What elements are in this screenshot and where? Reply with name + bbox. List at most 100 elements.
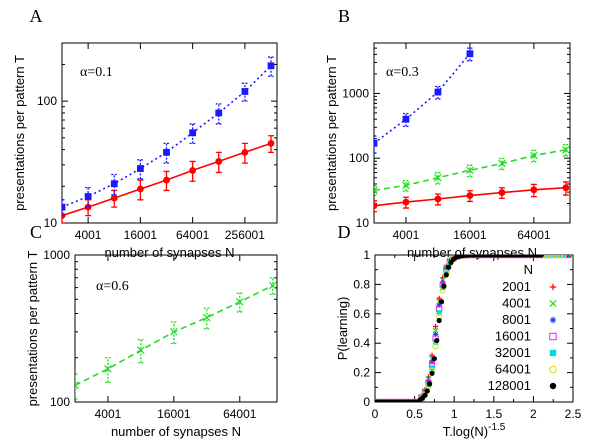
data-point bbox=[443, 268, 449, 275]
series-1 bbox=[374, 143, 570, 196]
series-0 bbox=[374, 181, 570, 213]
error-bar bbox=[62, 199, 65, 217]
y-tick-label: 100 bbox=[37, 94, 57, 108]
alpha-annotation: α=0.3 bbox=[386, 65, 419, 80]
x-tick-label: 4001 bbox=[95, 407, 122, 421]
data-point bbox=[374, 186, 378, 195]
data-point bbox=[422, 392, 428, 398]
series-128001 bbox=[375, 255, 544, 402]
y-tick-label: 0.4 bbox=[353, 336, 370, 350]
data-point bbox=[104, 365, 112, 373]
data-point bbox=[432, 331, 439, 338]
error-bar bbox=[137, 159, 144, 180]
data-point bbox=[268, 281, 277, 290]
data-point bbox=[446, 264, 452, 270]
legend-label: 128001 bbox=[488, 378, 531, 393]
data-point bbox=[557, 255, 564, 259]
data-point bbox=[434, 88, 442, 96]
y-axis-label: presentations per pattern T bbox=[25, 251, 40, 407]
data-point bbox=[546, 255, 553, 259]
series-0 bbox=[75, 277, 277, 400]
data-point bbox=[84, 193, 92, 200]
data-point bbox=[436, 295, 442, 301]
error-bar bbox=[530, 149, 537, 163]
data-point bbox=[443, 265, 449, 272]
error-bar bbox=[111, 173, 118, 196]
series-16001 bbox=[375, 255, 571, 402]
x-tick-label: 0 bbox=[372, 407, 379, 421]
series-4001 bbox=[375, 255, 573, 402]
legend-marker bbox=[549, 283, 557, 291]
error-bar bbox=[466, 47, 473, 62]
panel-label: B bbox=[338, 6, 350, 26]
plot-area bbox=[62, 56, 275, 223]
series-2001 bbox=[375, 255, 573, 402]
data-point bbox=[432, 327, 439, 334]
axes-frame bbox=[374, 254, 574, 403]
data-point bbox=[557, 255, 563, 258]
data-point bbox=[510, 255, 518, 259]
series-line bbox=[374, 53, 471, 144]
data-point bbox=[241, 148, 249, 156]
data-point bbox=[466, 192, 474, 199]
x-tick-label: 16001 bbox=[124, 228, 158, 242]
axes-frame bbox=[74, 254, 278, 403]
y-tick-label: 0.8 bbox=[353, 277, 370, 291]
legend-label: 8001 bbox=[502, 312, 531, 327]
panel-c: C 4001 16001 64001 100 1000 number of synapses… bbox=[25, 222, 278, 439]
data-point bbox=[436, 302, 442, 308]
error-bar bbox=[75, 373, 78, 400]
data-point bbox=[539, 255, 546, 259]
error-bar bbox=[466, 164, 473, 178]
data-point bbox=[215, 109, 223, 117]
panel-label: A bbox=[30, 6, 43, 26]
data-point bbox=[562, 184, 570, 192]
error-bar bbox=[170, 321, 177, 345]
y-tick-label: 0.6 bbox=[353, 307, 370, 321]
legend-label: 2001 bbox=[502, 279, 531, 294]
data-point bbox=[434, 195, 442, 203]
data-point bbox=[374, 139, 378, 147]
data-point bbox=[136, 185, 144, 193]
data-point bbox=[441, 283, 447, 289]
data-point bbox=[402, 181, 410, 190]
alpha-annotation: α=0.1 bbox=[80, 65, 113, 80]
x-axis-label: number of synapses N bbox=[104, 245, 234, 260]
x-tick-label: 64001 bbox=[223, 407, 257, 421]
x-axis-label-superscript: -1.5 bbox=[488, 422, 506, 433]
data-point bbox=[163, 148, 170, 156]
data-point bbox=[402, 198, 410, 206]
error-bar bbox=[189, 123, 196, 145]
legend-marker bbox=[549, 365, 557, 374]
y-tick-label: 100 bbox=[50, 395, 70, 409]
data-point bbox=[434, 337, 440, 344]
data-point bbox=[436, 310, 442, 316]
y-tick-label: 10 bbox=[44, 216, 58, 230]
series-line bbox=[62, 65, 272, 208]
legend-marker bbox=[549, 349, 557, 357]
x-tick-label: 2.5 bbox=[565, 407, 582, 421]
error-bar bbox=[236, 292, 243, 313]
data-point bbox=[564, 255, 571, 259]
data-point bbox=[241, 88, 249, 95]
data-point bbox=[189, 129, 197, 137]
y-tick-label: 100 bbox=[349, 151, 369, 165]
data-point bbox=[374, 202, 378, 210]
data-point bbox=[538, 255, 544, 258]
data-point bbox=[424, 388, 430, 394]
legend-title: N bbox=[524, 262, 533, 277]
data-point bbox=[425, 378, 432, 384]
legend-label: 16001 bbox=[495, 329, 531, 344]
error-bar bbox=[268, 56, 275, 77]
data-point bbox=[498, 159, 506, 168]
error-bar bbox=[203, 307, 210, 330]
data-point bbox=[554, 255, 560, 258]
plot-area bbox=[374, 47, 570, 213]
legend-marker bbox=[549, 299, 557, 308]
y-axis-label: presentations per pattern T bbox=[12, 55, 27, 211]
panel-label: C bbox=[30, 222, 42, 242]
series-64001 bbox=[375, 255, 567, 402]
y-tick-label: 10 bbox=[356, 216, 370, 230]
